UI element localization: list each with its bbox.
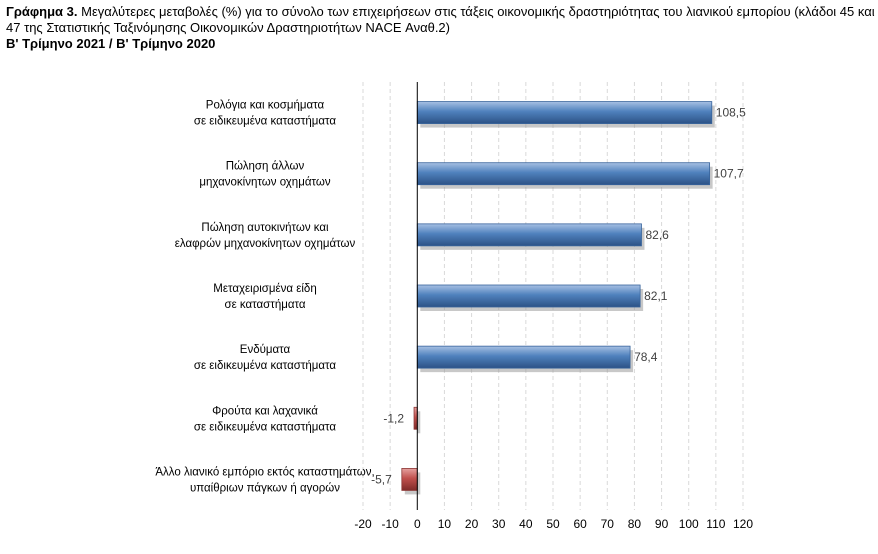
bar xyxy=(401,468,418,491)
category-label: σε καταστήματα xyxy=(224,299,305,311)
data-label: 82,6 xyxy=(645,228,669,242)
x-tick-label: 120 xyxy=(733,517,753,531)
chart-title-text: Μεγαλύτερες μεταβολές (%) για το σύνολο … xyxy=(6,4,875,35)
x-tick-label: 60 xyxy=(573,517,587,531)
x-tick-label: 20 xyxy=(465,517,479,531)
data-label: 82,1 xyxy=(644,289,668,303)
x-tick-label: 30 xyxy=(492,517,506,531)
category-label: σε ειδικευμένα καταστήματα xyxy=(194,421,337,433)
data-label: -5,7 xyxy=(371,472,392,486)
category-label: σε ειδικευμένα καταστήματα xyxy=(194,116,337,128)
x-tick-label: -20 xyxy=(354,517,372,531)
category-label: Πώληση αυτοκινήτων και xyxy=(201,222,329,234)
x-tick-label: -10 xyxy=(381,517,399,531)
chart-subtitle: Β' Τρίμηνο 2021 / Β' Τρίμηνο 2020 xyxy=(6,36,216,51)
bar xyxy=(416,223,642,247)
data-label: 108,5 xyxy=(716,106,746,120)
data-label: -1,2 xyxy=(383,411,404,425)
category-label: Μεταχειρισμένα είδη xyxy=(213,283,316,295)
bar xyxy=(416,101,713,124)
category-label: Πώληση άλλων xyxy=(226,161,305,173)
category-label: Ρολόγια και κοσμήματα xyxy=(206,100,325,112)
x-tick-label: 40 xyxy=(519,517,533,531)
x-tick-label: 10 xyxy=(438,517,452,531)
category-label: Ενδύματα xyxy=(240,344,291,356)
chart-title: Γράφημα 3. Μεγαλύτερες μεταβολές (%) για… xyxy=(6,4,876,52)
data-label: 107,7 xyxy=(714,167,744,181)
data-label: 78,4 xyxy=(634,350,658,364)
chart-title-label: Γράφημα 3. xyxy=(6,4,78,19)
category-label: Φρούτα και λαχανικά xyxy=(212,405,318,417)
category-label: Άλλο λιανικό εμπόριο εκτός καταστημάτων, xyxy=(155,466,374,478)
x-tick-label: 50 xyxy=(546,517,560,531)
category-label: σε ειδικευμένα καταστήματα xyxy=(194,360,337,372)
bar xyxy=(416,284,641,308)
x-tick-label: 0 xyxy=(414,517,421,531)
x-tick-label: 90 xyxy=(655,517,669,531)
x-tick-label: 70 xyxy=(601,517,615,531)
category-label: υπαίθριων πάγκων ή αγορών xyxy=(190,482,340,494)
category-label: ελαφρών μηχανοκίνητων οχημάτων xyxy=(175,238,356,250)
x-tick-label: 80 xyxy=(628,517,642,531)
bar xyxy=(416,345,631,369)
category-label: μηχανοκίνητων οχημάτων xyxy=(199,177,330,189)
x-tick-label: 100 xyxy=(679,517,699,531)
x-tick-label: 110 xyxy=(706,517,725,531)
bar xyxy=(416,162,711,186)
bar-shadow xyxy=(417,411,421,434)
